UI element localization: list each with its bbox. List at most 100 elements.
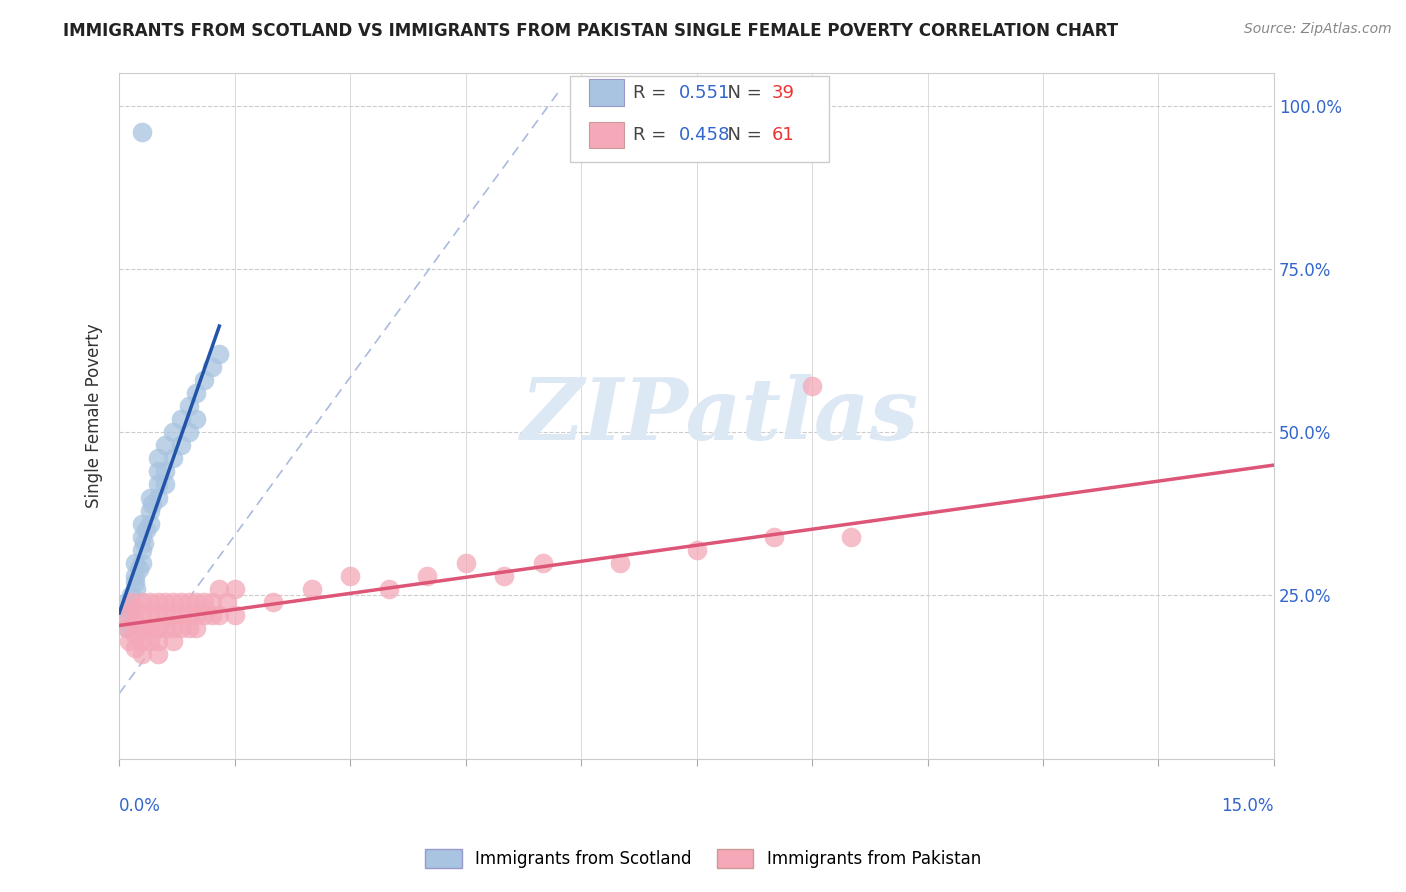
Text: 61: 61: [772, 127, 794, 145]
Point: [131, 634, 153, 648]
Point: [201, 359, 224, 374]
Point: [155, 608, 177, 623]
Text: R =: R =: [633, 84, 672, 102]
Point: [208, 582, 231, 596]
Text: R =: R =: [633, 127, 672, 145]
Point: [177, 621, 200, 635]
Point: [162, 634, 184, 648]
Point: [139, 503, 162, 517]
Point: [162, 425, 184, 440]
Point: [146, 477, 169, 491]
Point: [146, 464, 169, 478]
Point: [131, 125, 153, 139]
Point: [131, 516, 153, 531]
Point: [146, 451, 169, 466]
Point: [131, 530, 153, 544]
Point: [186, 621, 208, 635]
Point: [609, 556, 631, 570]
Point: [139, 634, 162, 648]
Point: [124, 601, 146, 615]
Point: [177, 425, 200, 440]
Point: [146, 491, 169, 505]
Text: N =: N =: [716, 84, 768, 102]
Point: [128, 562, 150, 576]
Point: [193, 608, 215, 623]
FancyBboxPatch shape: [589, 122, 624, 148]
Point: [131, 595, 153, 609]
Point: [801, 379, 824, 393]
Point: [762, 530, 785, 544]
Point: [162, 595, 184, 609]
Point: [201, 595, 224, 609]
Text: 0.0%: 0.0%: [120, 797, 162, 814]
Point: [186, 386, 208, 401]
Point: [132, 536, 155, 550]
Text: 39: 39: [772, 84, 794, 102]
Point: [120, 595, 142, 609]
Point: [177, 595, 200, 609]
Point: [186, 595, 208, 609]
Point: [146, 595, 169, 609]
Point: [131, 621, 153, 635]
Point: [208, 608, 231, 623]
Point: [531, 556, 554, 570]
Point: [193, 373, 215, 387]
Point: [177, 608, 200, 623]
Point: [124, 640, 146, 655]
Text: ZIPatlas: ZIPatlas: [520, 374, 918, 458]
Point: [139, 516, 162, 531]
Point: [155, 595, 177, 609]
Point: [186, 412, 208, 426]
Text: 0.458: 0.458: [679, 127, 731, 145]
Point: [114, 608, 136, 623]
Point: [262, 595, 284, 609]
Point: [454, 556, 477, 570]
Point: [139, 621, 162, 635]
Point: [155, 621, 177, 635]
Point: [141, 497, 163, 511]
Point: [170, 438, 193, 452]
Point: [139, 595, 162, 609]
Point: [115, 595, 138, 609]
Point: [162, 621, 184, 635]
Point: [339, 569, 361, 583]
Y-axis label: Single Female Poverty: Single Female Poverty: [86, 324, 103, 508]
Point: [115, 621, 138, 635]
Point: [124, 569, 146, 583]
Point: [124, 556, 146, 570]
Point: [135, 523, 157, 537]
Point: [162, 608, 184, 623]
Point: [224, 582, 246, 596]
FancyBboxPatch shape: [589, 79, 624, 105]
Point: [162, 451, 184, 466]
Point: [170, 621, 193, 635]
Point: [120, 589, 142, 603]
Point: [208, 347, 231, 361]
Point: [117, 601, 139, 615]
Point: [139, 491, 162, 505]
Point: [215, 595, 238, 609]
Point: [139, 621, 162, 635]
Text: 15.0%: 15.0%: [1222, 797, 1274, 814]
Point: [155, 477, 177, 491]
Point: [124, 628, 146, 642]
Point: [301, 582, 323, 596]
Text: N =: N =: [716, 127, 768, 145]
Point: [170, 608, 193, 623]
Point: [115, 608, 138, 623]
Point: [146, 634, 169, 648]
Text: 0.551: 0.551: [679, 84, 731, 102]
Point: [115, 621, 138, 635]
Point: [170, 412, 193, 426]
Point: [131, 647, 153, 661]
Point: [146, 647, 169, 661]
Point: [201, 608, 224, 623]
Point: [124, 615, 146, 629]
Point: [186, 608, 208, 623]
Point: [131, 542, 153, 557]
Point: [685, 542, 707, 557]
Text: IMMIGRANTS FROM SCOTLAND VS IMMIGRANTS FROM PAKISTAN SINGLE FEMALE POVERTY CORRE: IMMIGRANTS FROM SCOTLAND VS IMMIGRANTS F…: [63, 22, 1118, 40]
Point: [155, 438, 177, 452]
Point: [124, 575, 146, 590]
Point: [146, 608, 169, 623]
